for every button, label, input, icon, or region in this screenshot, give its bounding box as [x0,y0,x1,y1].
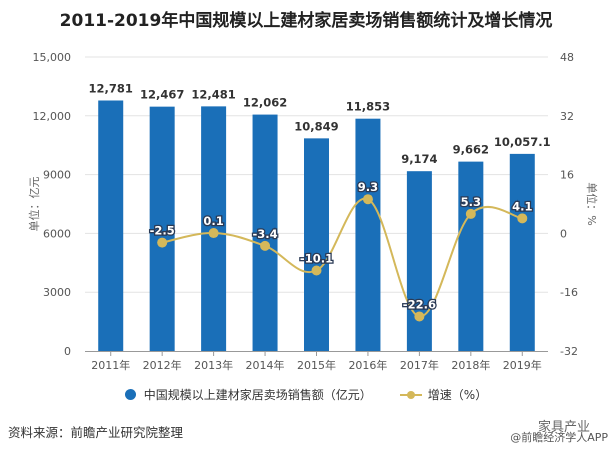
bar [98,100,124,351]
growth-line [157,194,528,322]
growth-point [465,208,476,219]
y-axis-right: -32 -16 0 16 32 48 [560,51,578,358]
y-axis-left-label: 单位：亿元 [27,177,41,232]
bar [406,171,432,351]
y-left-tick-label: 9000 [43,169,71,182]
x-tick-label: 2015年 [297,358,336,372]
y-left-tick-label: 0 [64,345,71,358]
watermark-bottom: @前瞻经济学人APP [510,431,608,444]
growth-point [208,228,219,239]
y-right-tick-label: -16 [560,286,578,299]
growth-value-label: -22.6 [403,297,436,311]
legend-label-sales: 中国规模以上建材家居卖场销售额（亿元） [143,388,372,402]
data-labels: 12,781 12,467 12,481 12,062 10,849 11,853 9,17… [89,81,551,312]
legend: 中国规模以上建材家居卖场销售额（亿元） 增速（%） [0,386,612,403]
growth-value-label: -3.4 [252,227,277,241]
y-left-tick-label: 6000 [43,227,71,240]
growth-value-label: 4.1 [512,199,532,213]
x-tick-label: 2014年 [246,358,285,372]
bar-value-label: 12,781 [89,81,133,95]
bar-value-label: 9,662 [453,143,489,157]
growth-point [260,240,271,251]
bar-value-label: 12,062 [243,96,287,110]
growth-value-label: -10.1 [300,252,333,266]
x-tick-label: 2016年 [348,358,387,372]
bars [98,100,535,352]
watermark-top: 家具产业 [537,420,590,435]
bar [252,114,278,351]
legend-line-marker-icon [399,390,422,400]
chart-canvas: 2011年 2012年 2013年 2014年 2015年 2016年 2017年 2018年… [27,51,599,372]
bar [149,106,175,352]
bar-value-label: 10,057.1 [494,135,551,149]
bar [355,118,381,351]
bar-value-label: 10,849 [294,119,338,133]
y-right-tick-label: 0 [560,227,567,240]
legend-item-growth[interactable]: 增速（%） [399,386,488,403]
y-right-tick-label: 48 [560,51,574,64]
legend-label-growth: 增速（%） [427,388,488,402]
bar-value-label: 11,853 [346,100,390,114]
bar-value-label: 9,174 [401,152,437,166]
growth-value-label: -2.5 [150,224,175,238]
bar [458,161,484,351]
bar [509,153,535,351]
growth-value-label: 9.3 [358,180,378,194]
growth-value-label: 5.3 [461,195,481,209]
x-tick-label: 2011年 [91,358,130,372]
bar-value-label: 12,467 [140,88,184,102]
x-tick-label: 2012年 [143,358,182,372]
growth-point [414,311,425,322]
legend-item-sales[interactable]: 中国规模以上建材家居卖场销售额（亿元） [124,386,372,403]
x-tick-label: 2018年 [451,358,490,372]
y-right-tick-label: -32 [560,345,578,358]
y-right-tick-label: 16 [560,169,574,182]
y-axis-right-label: 单位：% [585,182,599,225]
y-left-tick-label: 12,000 [33,110,72,123]
watermark: @前瞻经济学人APP 家具产业 [480,416,612,446]
chart-title: 2011-2019年中国规模以上建材家居卖场销售额统计及增长情况 [59,11,553,31]
growth-point [362,194,373,205]
y-axis-left: 0 3000 6000 9000 12,000 15,000 [33,51,72,358]
growth-point [517,213,528,224]
growth-point [311,265,322,276]
growth-value-label: 0.1 [203,214,223,228]
y-left-tick-label: 3000 [43,286,71,299]
bar [304,138,329,351]
legend-circle-icon [124,389,136,400]
bar-value-label: 12,481 [191,87,235,101]
x-axis: 2011年 2012年 2013年 2014年 2015年 2016年 2017年 2018年… [85,351,548,372]
x-tick-label: 2019年 [503,358,542,372]
x-tick-label: 2017年 [400,358,439,372]
y-left-tick-label: 15,000 [33,51,72,64]
x-tick-label: 2013年 [194,358,233,372]
y-right-tick-label: 32 [560,110,574,123]
source-note: 资料来源：前瞻产业研究院整理 [8,425,184,440]
growth-point [157,237,168,248]
